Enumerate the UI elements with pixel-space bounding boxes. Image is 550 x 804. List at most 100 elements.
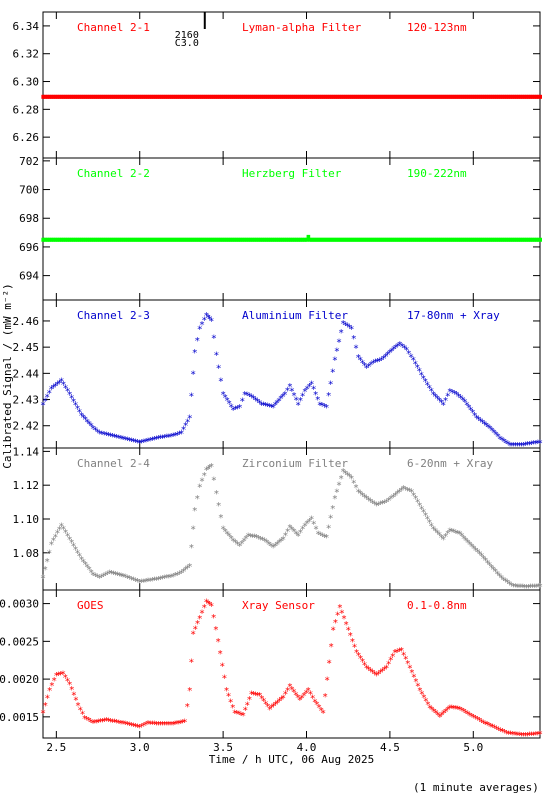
data-point: * bbox=[278, 394, 284, 405]
data-point: * bbox=[133, 722, 139, 733]
data-point bbox=[123, 237, 127, 242]
data-point: * bbox=[76, 552, 82, 563]
data-point bbox=[307, 94, 312, 99]
data-point: * bbox=[103, 716, 109, 727]
data-point bbox=[55, 94, 60, 99]
data-point: * bbox=[105, 717, 111, 728]
data-point bbox=[291, 94, 296, 99]
data-point: * bbox=[271, 702, 277, 713]
data-point: * bbox=[409, 487, 415, 498]
data-point: * bbox=[285, 686, 291, 697]
data-point: * bbox=[447, 387, 453, 398]
panel-frame bbox=[42, 589, 541, 739]
data-point bbox=[111, 237, 115, 242]
data-point bbox=[494, 237, 498, 242]
data-point: * bbox=[321, 532, 327, 543]
data-point bbox=[390, 94, 394, 99]
data-point bbox=[205, 237, 209, 242]
data-point: * bbox=[270, 403, 276, 414]
data-point bbox=[400, 237, 404, 242]
data-point bbox=[424, 237, 428, 242]
data-point: * bbox=[155, 434, 161, 445]
data-point bbox=[370, 237, 374, 242]
data-point bbox=[103, 94, 108, 99]
data-point: * bbox=[47, 686, 53, 697]
data-point: * bbox=[335, 610, 341, 621]
data-point: * bbox=[42, 396, 48, 407]
data-point bbox=[282, 237, 287, 242]
data-point bbox=[502, 94, 506, 99]
data-point bbox=[428, 237, 432, 242]
data-point: * bbox=[381, 354, 387, 365]
data-point bbox=[127, 94, 132, 99]
data-point: * bbox=[332, 356, 338, 367]
data-point: * bbox=[69, 685, 75, 696]
data-point: * bbox=[103, 571, 109, 582]
data-point: * bbox=[359, 358, 365, 369]
data-point: * bbox=[415, 681, 421, 692]
x-tick-label: 3.0 bbox=[130, 741, 150, 754]
data-point bbox=[498, 237, 502, 242]
data-point: * bbox=[411, 491, 417, 502]
data-point bbox=[402, 237, 406, 242]
data-point bbox=[522, 237, 526, 242]
data-point bbox=[388, 94, 392, 99]
data-point: * bbox=[349, 324, 355, 335]
panel-label-filter: Aluminium Filter bbox=[242, 309, 348, 322]
data-point bbox=[430, 94, 434, 99]
data-point: * bbox=[260, 536, 266, 547]
data-point: * bbox=[287, 523, 293, 534]
data-point: * bbox=[71, 690, 77, 701]
data-point bbox=[229, 94, 234, 99]
data-point: * bbox=[258, 400, 264, 411]
data-point bbox=[486, 94, 490, 99]
data-point bbox=[89, 237, 93, 242]
panel-label-range: 0.1-0.8nm bbox=[407, 599, 467, 612]
data-point bbox=[133, 94, 138, 99]
data-point bbox=[125, 94, 130, 99]
data-point: * bbox=[430, 390, 436, 401]
data-point bbox=[49, 94, 54, 99]
data-point: * bbox=[222, 527, 228, 538]
data-point: * bbox=[463, 708, 469, 719]
data-point bbox=[157, 94, 162, 99]
data-point bbox=[348, 94, 352, 99]
data-point bbox=[131, 237, 135, 242]
data-point: * bbox=[438, 533, 444, 544]
data-point bbox=[147, 94, 152, 99]
data-point: * bbox=[518, 583, 524, 594]
data-point: * bbox=[419, 689, 425, 700]
data-point: * bbox=[287, 382, 293, 393]
data-point: * bbox=[424, 380, 430, 391]
data-point: * bbox=[137, 723, 143, 734]
data-point: * bbox=[340, 467, 346, 478]
data-point: * bbox=[384, 498, 390, 509]
data-point: * bbox=[520, 441, 526, 452]
data-point: * bbox=[188, 543, 194, 554]
data-point bbox=[316, 237, 320, 242]
data-point: * bbox=[524, 440, 530, 451]
data-point: * bbox=[502, 577, 508, 588]
data-point bbox=[408, 237, 412, 242]
data-point bbox=[500, 94, 504, 99]
data-point: * bbox=[372, 358, 378, 369]
data-point: * bbox=[246, 392, 252, 403]
data-point bbox=[270, 237, 275, 242]
data-point bbox=[486, 237, 490, 242]
data-point: * bbox=[473, 714, 479, 725]
data-point: * bbox=[346, 323, 352, 334]
data-point bbox=[448, 237, 452, 242]
data-point: * bbox=[184, 702, 190, 713]
data-point: * bbox=[67, 680, 73, 691]
data-point: * bbox=[130, 437, 136, 448]
data-point bbox=[67, 237, 71, 242]
data-point: * bbox=[479, 552, 485, 563]
data-point bbox=[456, 237, 460, 242]
data-point bbox=[75, 237, 79, 242]
data-point: * bbox=[443, 707, 449, 718]
data-point bbox=[354, 94, 358, 99]
data-point bbox=[492, 237, 496, 242]
data-point: * bbox=[40, 709, 46, 720]
data-point: * bbox=[317, 400, 323, 411]
data-point: * bbox=[257, 691, 263, 702]
